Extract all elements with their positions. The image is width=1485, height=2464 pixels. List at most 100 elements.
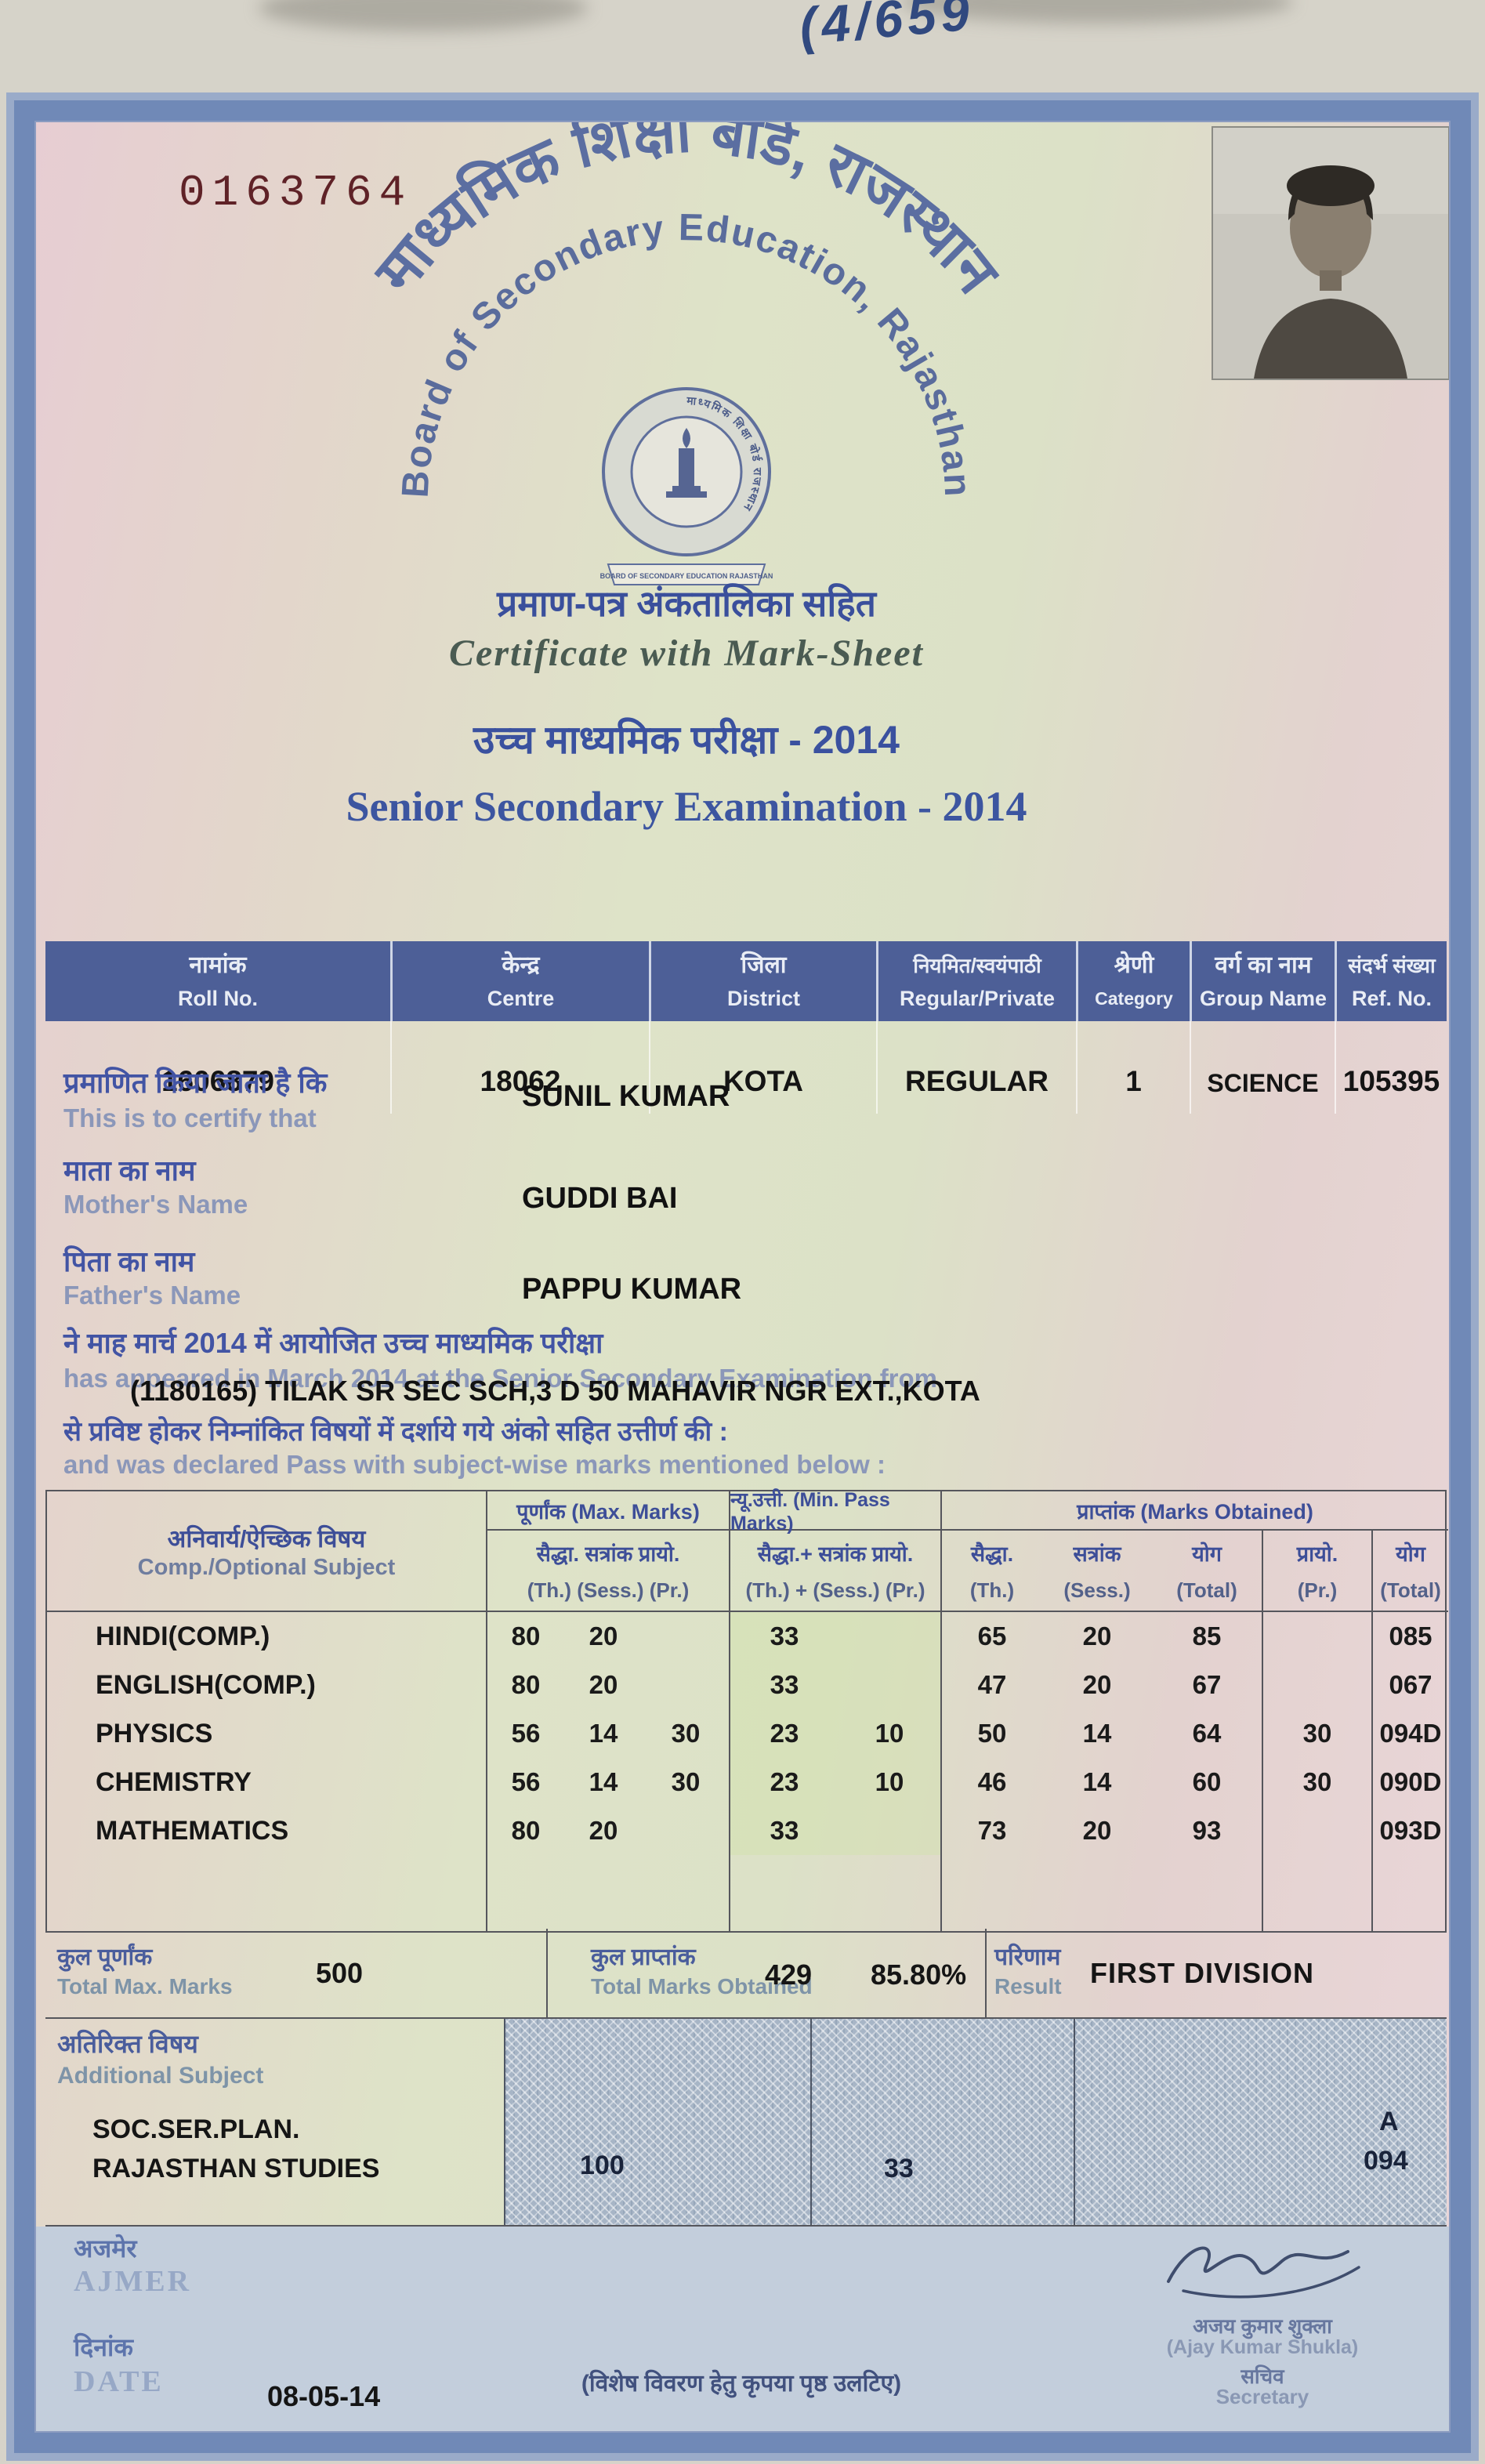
empty-cell [729,1855,940,1931]
signatory-name-hindi: अजय कुमार शुक्ला [1193,2314,1332,2338]
max-sess-value: 14 [589,1719,618,1748]
total-max-marks-cell: कुल पूर्णांक Total Max. Marks 500 [45,1929,546,2017]
obt-sess-english: (Sess.) [1063,1578,1131,1602]
obt-sess-value: 14 [1082,1767,1112,1796]
max-sub-english: (Th.) (Sess.) (Pr.) [527,1578,690,1602]
col-category-hindi: श्रेणी [1114,952,1154,978]
subject-header-english: Comp./Optional Subject [137,1554,396,1580]
result-cell: परिणाम Result FIRST DIVISION [985,1929,1447,2017]
school-name: (1180165) TILAK SR SEC SCH,3 D 50 MAHAVI… [130,1375,980,1407]
col-group-name-english: Group Name [1199,987,1327,1010]
centre-value: 18062 [390,1021,649,1114]
subject-name: PHYSICS [96,1718,213,1748]
ref-no-value: 105395 [1335,1021,1447,1114]
empty-cell [1262,1855,1371,1931]
date-label-english: DATE [74,2365,164,2398]
obt-sess-value: 20 [1082,1670,1112,1699]
certificate-title-english: Certificate with Mark-Sheet [449,632,924,674]
obt-total-header: योग (Total) [1152,1531,1262,1612]
empty-cell [486,1855,729,1931]
place-english: AJMER [74,2265,192,2298]
additional-min-pass: 33 [884,2154,914,2183]
serial-number: 0163764 [179,168,413,218]
mother-name: GUDDI BAI [522,1182,678,1215]
subject-name: ENGLISH(COMP.) [96,1669,316,1700]
obt-sess-header: सत्रांक (Sess.) [1042,1531,1152,1612]
max-th-value: 80 [486,1612,564,1661]
student-name: SUNIL KUMAR [522,1080,730,1113]
footer-panel: अजमेर AJMER दिनांक DATE 08-05-14 (विशेष … [36,2227,1449,2431]
obt-total-value: 64 [1192,1719,1222,1748]
appeared-line-english: has appeared in March 2014 at the Senior… [63,1364,938,1393]
min-pr-value [838,1612,940,1661]
additional-marks: 094 [1364,2146,1408,2176]
scan-smudge [259,0,588,31]
col-regular-private-hindi: नियमित/स्वयंपाठी [913,954,1041,977]
additional-result-cell: A 094 [1074,2019,1447,2225]
col-roll-no-english: Roll No. [178,987,258,1010]
obt-pr-value [1262,1661,1371,1709]
mother-label-english: Mother's Name [63,1190,248,1219]
obt-total-value: 67 [1192,1670,1222,1699]
col-district-hindi: जिला [741,952,787,978]
max-pr-value [643,1806,729,1855]
max-sess-value: 14 [589,1767,618,1796]
obt-final-value: 090D [1371,1758,1448,1806]
student-photo [1212,126,1449,380]
photo-shoulders [1254,299,1407,379]
min-pass-subheader: सैद्धा.+ सत्रांक प्रायो. (Th.) + (Sess.)… [729,1531,940,1612]
seal-banner-text: BOARD OF SECONDARY EDUCATION RAJASTHAN [600,572,773,580]
min-thsess-value: 33 [729,1661,838,1709]
obt-th-value: 46 [940,1758,1042,1806]
max-th-value: 56 [486,1758,564,1806]
additional-max-marks: 100 [580,2151,625,2180]
min-sub-hindi: सैद्धा.+ सत्रांक प्रायो. [757,1542,914,1566]
board-seal-icon: माध्यमिक शिक्षा बोर्ड राजस्थान BOARD OF … [600,387,773,585]
col-category: श्रेणी Category [1076,941,1190,1021]
col-group-name-hindi: वर्ग का नाम [1215,952,1312,978]
additional-label-hindi: अतिरिक्त विषय [57,2030,198,2058]
total-obtained-value: 429 [765,1959,813,1991]
min-pr-value: 10 [838,1709,940,1758]
result-label-hindi: परिणाम [994,1944,1061,1970]
max-marks-group-header: पूर्णांक (Max. Marks) [486,1491,729,1531]
candidate-info-table: नामांक Roll No. केन्द्र Centre जिला Distric… [45,941,1447,1114]
empty-cell [47,1855,486,1931]
percentage-value: 85.80% [871,1959,967,1991]
exam-title-hindi: उच्च माध्यमिक परीक्षा - 2014 [473,718,900,762]
obt-final-value: 094D [1371,1709,1448,1758]
obt-final-english: (Total) [1380,1578,1441,1602]
father-label-hindi: पिता का नाम [63,1245,195,1277]
empty-cell [1371,1855,1448,1931]
obt-total-english: (Total) [1176,1578,1237,1602]
obt-th-header: सैद्धा. (Th.) [940,1531,1042,1612]
obt-final-value: 085 [1371,1612,1448,1661]
obt-pr-value: 30 [1262,1709,1371,1758]
designation-hindi: सचिव [1241,2364,1284,2388]
min-pass-group-header: न्यू.उत्ती. (Min. Pass Marks) [729,1489,940,1535]
col-roll-no: नामांक Roll No. [45,941,390,1021]
additional-grade: A [1379,2107,1399,2136]
empty-cell [940,1855,1262,1931]
district-value: KOTA [649,1021,876,1114]
total-max-value: 500 [316,1957,364,1989]
place-hindi: अजमेर [74,2234,137,2263]
total-obtained-cell: कुल प्राप्तांक Total Marks Obtained 429 … [546,1929,985,2017]
obt-th-hindi: सैद्धा. [970,1542,1014,1566]
subject-name: CHEMISTRY [96,1766,252,1797]
turn-page-note: (विशेष विवरण हेतु कृपया पृष्ठ उलटिए) [581,2371,902,2397]
obt-th-value: 50 [940,1709,1042,1758]
min-thsess-value: 23 [729,1758,838,1806]
min-sub-english: (Th.) + (Sess.) (Pr.) [745,1578,925,1602]
obt-pr-value: 30 [1262,1758,1371,1806]
max-sess-value: 20 [589,1816,618,1845]
total-max-label-english: Total Max. Marks [57,1974,233,1998]
col-regular-private: नियमित/स्वयंपाठी Regular/Private [876,941,1076,1021]
col-ref-no: संदर्भ संख्या Ref. No. [1335,941,1447,1021]
additional-subject-label-cell: अतिरिक्त विषय Additional Subject SOC.SER… [45,2019,504,2225]
col-district: जिला District [649,941,876,1021]
certify-label-english: This is to certify that [63,1103,317,1132]
total-max-label-hindi: कुल पूर्णांक [57,1944,153,1970]
subject-name: HINDI(COMP.) [96,1621,270,1651]
